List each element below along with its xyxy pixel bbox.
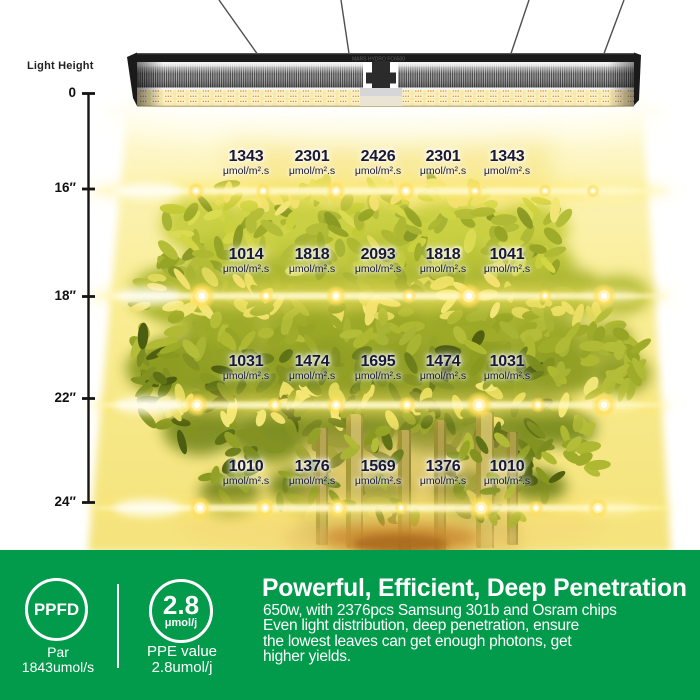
svg-text:MARS HYDRO FC6500: MARS HYDRO FC6500: [352, 57, 405, 63]
